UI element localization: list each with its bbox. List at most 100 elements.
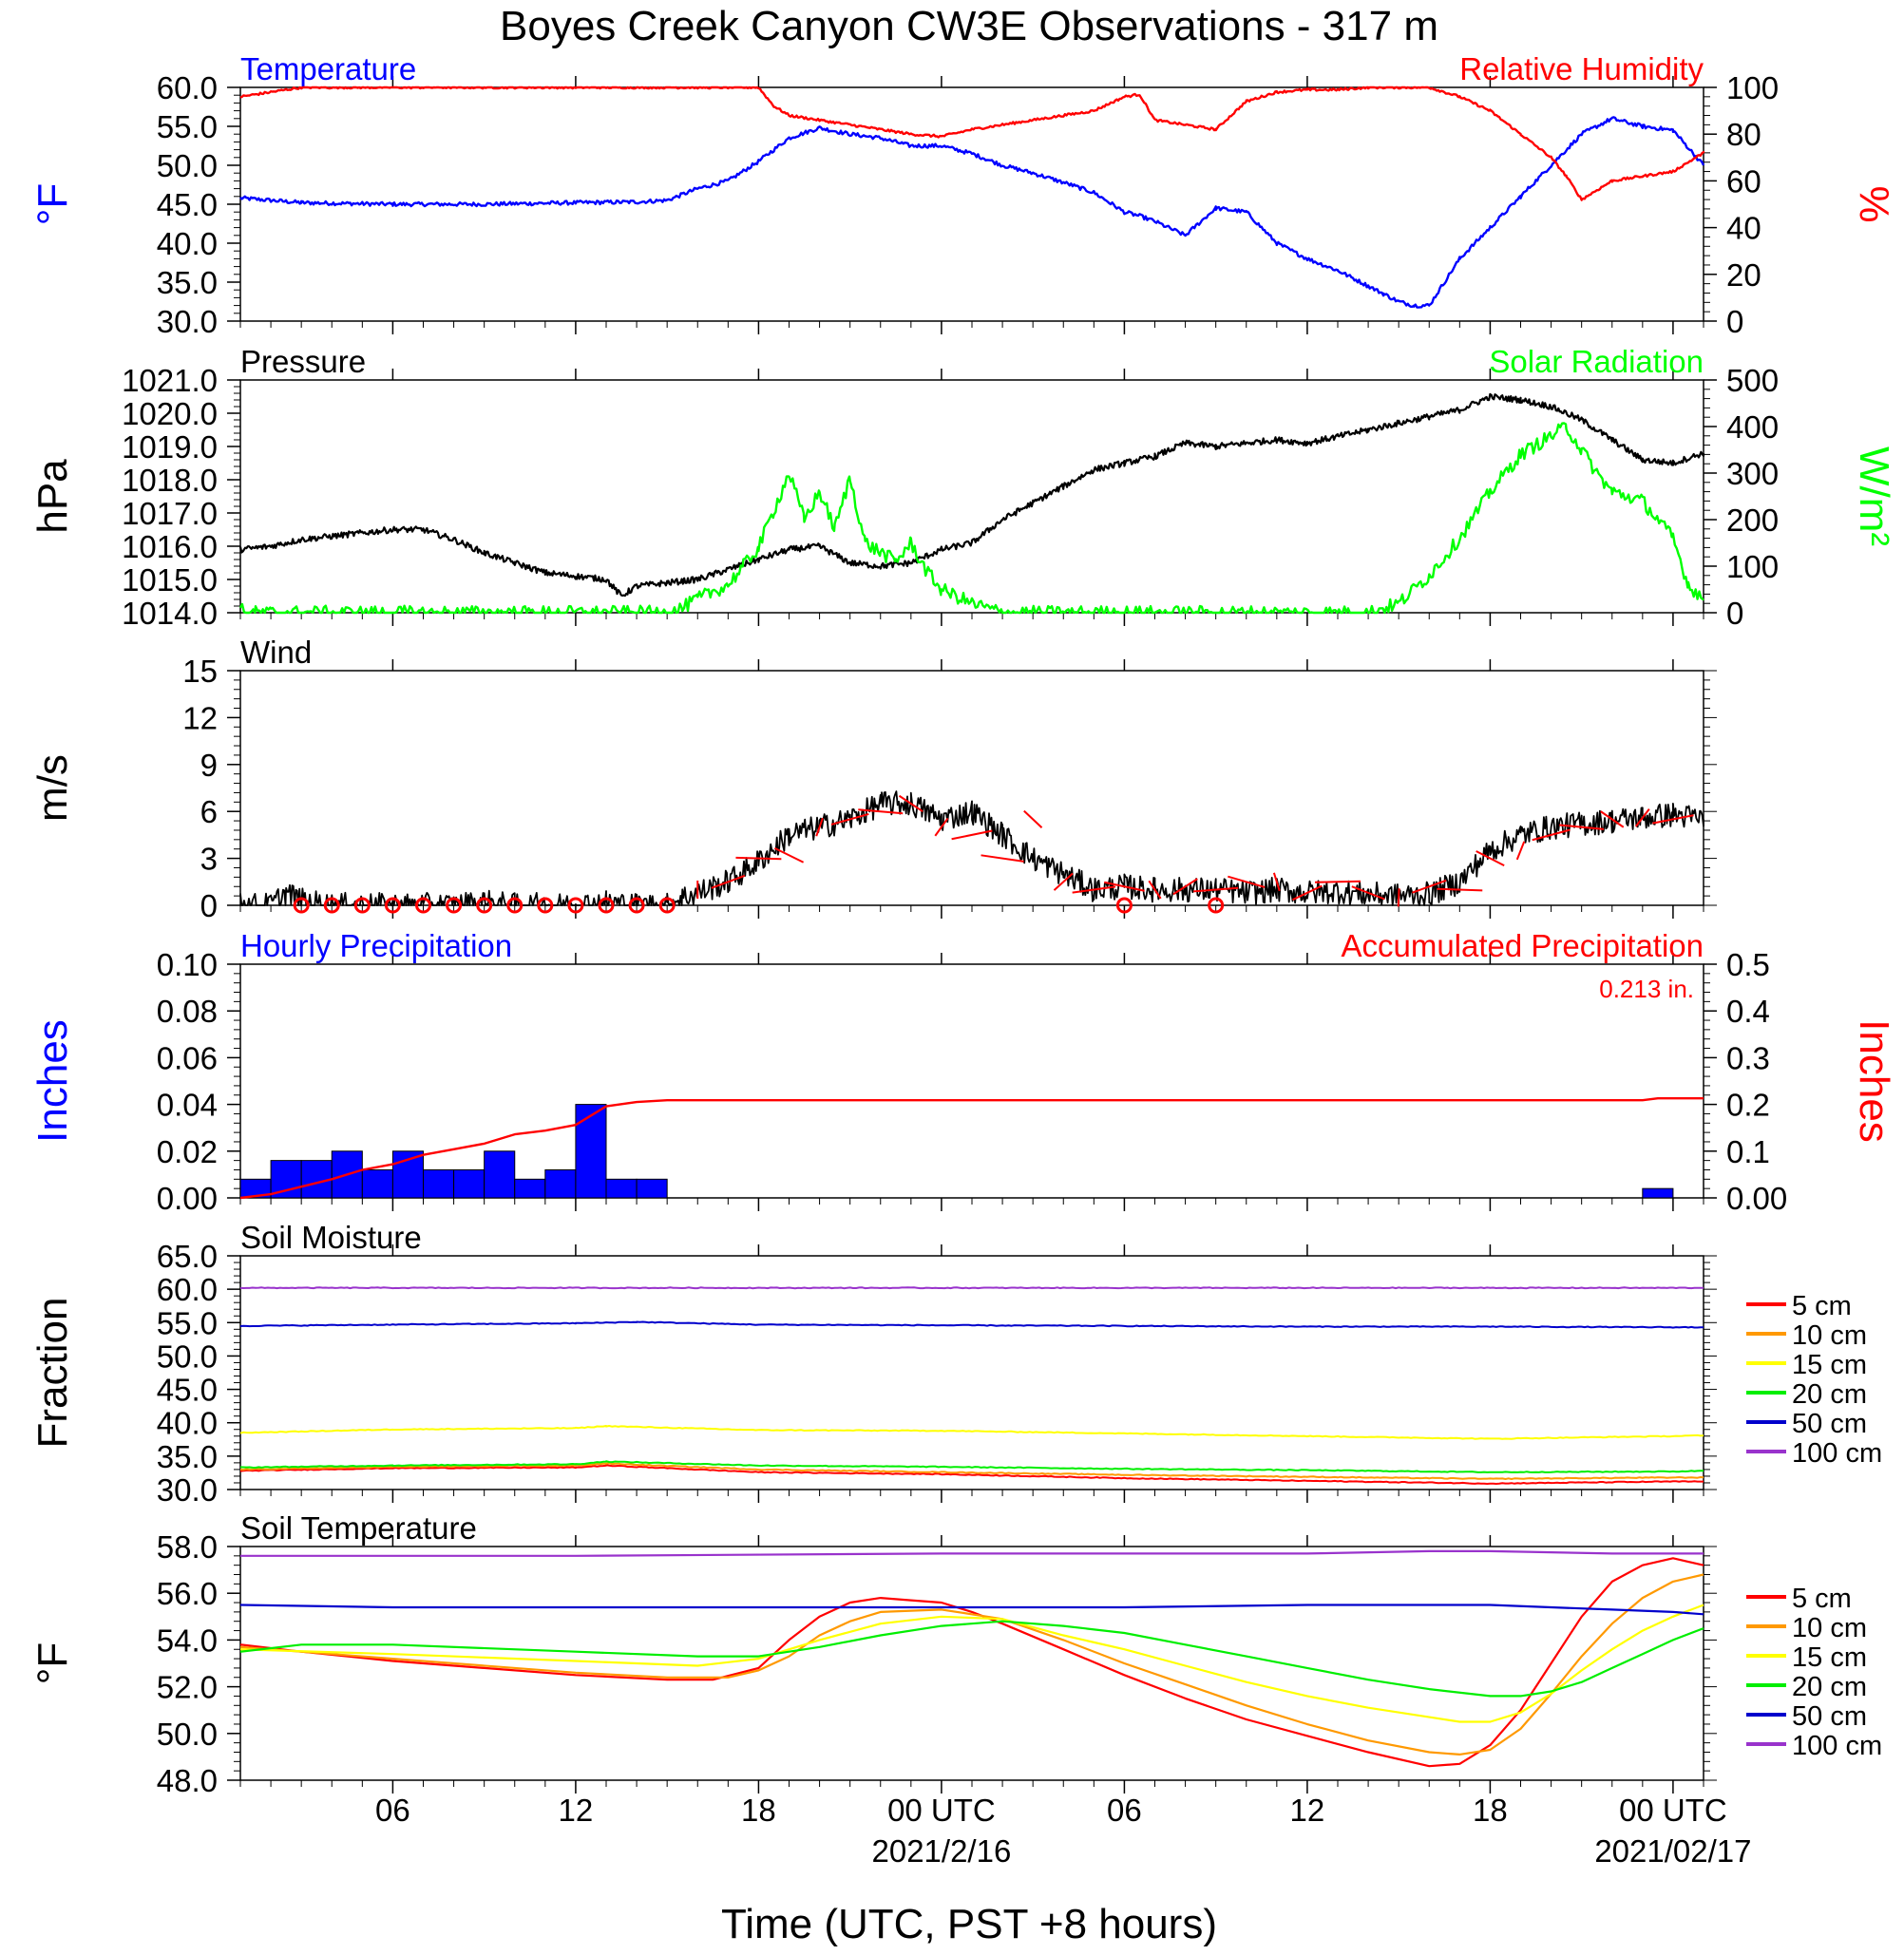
- accum-precip-line: [239, 1096, 1704, 1200]
- calm-wind-marker: [384, 897, 401, 914]
- wind-barb: [1193, 886, 1239, 893]
- right-tick-label: 60: [1726, 163, 1761, 199]
- wind-barb: [1412, 879, 1447, 894]
- left-tick-label: 60.0: [157, 1272, 218, 1307]
- calm-wind-marker: [537, 897, 554, 914]
- calm-wind-marker: [323, 897, 340, 914]
- legend-label: 15 cm: [1792, 1642, 1867, 1673]
- soil-temp-line-0: [239, 1557, 1704, 1768]
- wind-barb: [951, 829, 993, 841]
- wind-barb: [981, 854, 1024, 863]
- hourly-precip-bar: [1642, 1187, 1674, 1199]
- calm-wind-marker: [628, 897, 645, 914]
- plot-frame: [239, 1255, 1704, 1490]
- wind-barb: [1023, 809, 1043, 828]
- right-tick-label: 20: [1726, 257, 1761, 293]
- left-tick-label: 50.0: [157, 1717, 218, 1752]
- left-tick-label: 55.0: [157, 109, 218, 144]
- wind-barb: [1272, 872, 1281, 892]
- left-axis-label: Fraction: [29, 1298, 76, 1449]
- right-tick-label: 300: [1726, 456, 1779, 491]
- left-tick-label: 60.0: [157, 70, 218, 105]
- wind-barb: [1515, 841, 1526, 861]
- left-tick-label: 65.0: [157, 1239, 218, 1274]
- x-tick-label: 12: [1290, 1793, 1325, 1828]
- legend-label: 10 cm: [1792, 1320, 1867, 1351]
- left-axis-label: hPa: [29, 459, 76, 534]
- right-tick-label: 500: [1726, 363, 1779, 398]
- wind-barb: [773, 846, 805, 864]
- calm-wind-marker: [415, 897, 431, 914]
- left-tick-label: 1014.0: [122, 596, 218, 631]
- soil-moisture-line-0: [239, 1464, 1704, 1485]
- hourly-precip-bar: [636, 1178, 668, 1199]
- calm-wind-marker: [658, 897, 676, 914]
- hourly-precip-bar: [423, 1168, 455, 1199]
- wind-barb: [1532, 828, 1571, 842]
- legend-label: 20 cm: [1792, 1672, 1867, 1702]
- hourly-precip-bar: [484, 1150, 516, 1199]
- wind-barb: [1437, 887, 1483, 892]
- soil-moisture-line-5: [239, 1286, 1704, 1290]
- left-tick-label: 3: [200, 842, 218, 877]
- legend-label: 15 cm: [1792, 1350, 1867, 1380]
- right-tick-label: 0.1: [1726, 1134, 1770, 1169]
- left-tick-label: 0.02: [157, 1134, 218, 1169]
- soil-temp-line-2: [239, 1604, 1704, 1723]
- hourly-precip-bar: [544, 1168, 577, 1199]
- soil-temp-line-3: [239, 1620, 1704, 1698]
- left-tick-label: 50.0: [157, 1338, 218, 1374]
- x-tick-label: 00 UTC: [887, 1793, 996, 1828]
- right-tick-label: 0.00: [1726, 1181, 1787, 1216]
- left-tick-label: 52.0: [157, 1670, 218, 1705]
- wind-barb: [830, 812, 869, 826]
- left-panel-title: Temperature: [240, 51, 416, 86]
- left-panel-title: Soil Moisture: [240, 1220, 422, 1255]
- hourly-precip-bar: [514, 1178, 546, 1199]
- right-axis-label: %: [1851, 185, 1897, 222]
- chart-title: Boyes Creek Canyon CW3E Observations - 3…: [500, 3, 1438, 49]
- soil-temp-line-5: [240, 1549, 1704, 1557]
- x-tick-label: 18: [1473, 1793, 1508, 1828]
- left-axis-label: °F: [29, 183, 76, 225]
- panel-precip: 0.10 0.08 0.06 0.04 0.02 0.00 0.5 0.4 0.3 0.2 0.1 0…: [29, 928, 1897, 1216]
- plot-frame: [239, 86, 1704, 322]
- left-tick-label: 50.0: [157, 148, 218, 183]
- left-tick-label: 54.0: [157, 1623, 218, 1658]
- right-tick-label: 400: [1726, 409, 1779, 445]
- calm-wind-marker: [598, 897, 615, 914]
- soil-moisture-line-4: [239, 1320, 1704, 1329]
- wind-barb: [1053, 872, 1074, 891]
- panels-layer: 60.055.050.045.040.035.030.0100806040200…: [29, 51, 1897, 1798]
- panel-temp_rh: 60.0 55.0 50.0 45.0 40.0 35.0 30.0 100 80 60 40 20 0…: [29, 51, 1897, 339]
- left-panel-title: Pressure: [240, 344, 366, 379]
- panel-wind: 15 12 9 6 3 0 Wind m/s: [29, 635, 1717, 923]
- x-tick-label: 06: [1107, 1793, 1142, 1828]
- right-axis-label: W/m²: [1851, 446, 1897, 546]
- x-axis: 06 12 18 00 UTC 06 12 18 00 UTC 2021/2/16 2021/02…: [375, 1793, 1751, 1947]
- right-panel-title: Accumulated Precipitation: [1341, 928, 1704, 963]
- left-tick-label: 0.10: [157, 947, 218, 982]
- calm-wind-marker: [293, 897, 310, 914]
- right-tick-label: 0.5: [1726, 947, 1770, 982]
- left-tick-label: 0.00: [157, 1181, 218, 1216]
- soil-moisture-line-3: [239, 1460, 1704, 1473]
- legend-label: 100 cm: [1792, 1438, 1882, 1469]
- legend-label: 50 cm: [1792, 1409, 1867, 1439]
- left-tick-label: 1018.0: [122, 463, 218, 498]
- legend-label: 20 cm: [1792, 1379, 1867, 1410]
- left-tick-label: 1020.0: [122, 396, 218, 431]
- left-tick-label: 1015.0: [122, 562, 218, 598]
- hourly-precip-bar: [361, 1168, 393, 1199]
- left-tick-label: 6: [200, 794, 218, 829]
- calm-wind-marker: [1208, 897, 1225, 914]
- left-tick-label: 1019.0: [122, 429, 218, 465]
- left-tick-label: 55.0: [157, 1305, 218, 1340]
- left-tick-label: 0.06: [157, 1040, 218, 1075]
- right-tick-label: 0.3: [1726, 1040, 1770, 1075]
- wind-barb: [1315, 880, 1361, 883]
- left-tick-label: 45.0: [157, 187, 218, 222]
- left-tick-label: 40.0: [157, 1406, 218, 1441]
- left-tick-label: 35.0: [157, 1439, 218, 1474]
- temperature-line: [239, 116, 1705, 309]
